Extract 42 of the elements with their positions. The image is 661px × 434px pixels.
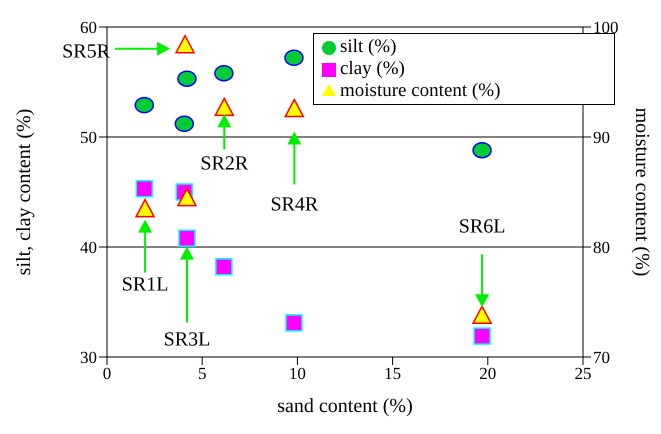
y2-tick-label: 100	[593, 18, 618, 38]
y-tick-label: 60	[80, 18, 97, 38]
point	[175, 34, 195, 54]
x-tick-label: 5	[198, 364, 206, 384]
annotation: SR1L	[122, 274, 168, 296]
annotation: SR2R	[200, 152, 249, 174]
legend-label: silt (%)	[340, 36, 396, 57]
legend-label: moisture content (%)	[340, 80, 500, 101]
point	[136, 180, 154, 198]
y2-tick-label: 70	[593, 348, 610, 368]
y-tick-label: 30	[80, 348, 97, 368]
point	[135, 198, 155, 218]
point	[214, 98, 234, 116]
point	[174, 116, 194, 132]
x-tick-label: 0	[102, 364, 112, 384]
y2-tick-label: 80	[593, 238, 610, 258]
legend-label: clay (%)	[340, 58, 405, 79]
y2-axis-title: moisture content (%)	[630, 108, 653, 276]
x-tick-label: 15	[384, 364, 402, 384]
point	[472, 306, 492, 324]
point	[473, 327, 491, 345]
annotation: SR4R	[270, 194, 319, 216]
point	[215, 258, 233, 276]
y-axis-title: silt, clay content (%)	[13, 108, 36, 276]
point	[285, 314, 303, 332]
x-axis-title: sand content (%)	[277, 395, 413, 417]
point	[134, 96, 154, 114]
x-tick-label: 20	[479, 364, 496, 384]
point	[177, 70, 197, 87]
point	[214, 64, 234, 82]
x-tick-label: 10	[288, 364, 306, 384]
point	[284, 50, 304, 66]
point	[472, 142, 492, 158]
annotation: SR6L	[458, 215, 506, 238]
point	[177, 188, 197, 206]
point	[284, 98, 304, 118]
y-tick-label: 50	[80, 128, 97, 148]
annotation: SR3L	[164, 328, 210, 351]
point	[178, 229, 196, 247]
x-tick-label: 25	[574, 364, 592, 384]
y-tick-label: 40	[80, 238, 97, 258]
y2-tick-label: 90	[593, 128, 610, 148]
